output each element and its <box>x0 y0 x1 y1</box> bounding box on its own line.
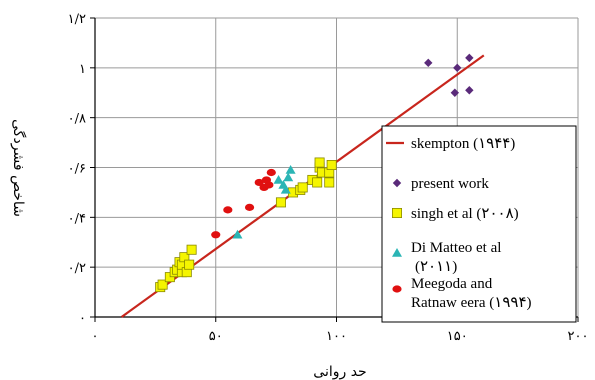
x-tick-label-2: ۱۰۰ <box>326 329 347 344</box>
point-present-work-0 <box>424 58 433 68</box>
legend-label-meegoda-and: Meegoda and <box>411 276 493 292</box>
legend-label-di-matteo-et-al-line2: (۲۰۱۱) <box>415 259 457 275</box>
y-axis-label: شاخص فشردگی <box>10 119 27 217</box>
data-marks <box>120 53 485 318</box>
point-di-matteo-et-al-3 <box>280 184 291 194</box>
y-tick-label-5: ۱ <box>79 62 86 77</box>
legend-label-skempton: skempton (۱۹۴۴) <box>411 136 515 152</box>
point-di-matteo-et-al-5 <box>285 164 296 174</box>
point-present-work-4 <box>465 86 474 95</box>
point-singh-et-al-19 <box>314 157 325 168</box>
y-tick-label-1: ۰/۲ <box>68 261 86 276</box>
legend-label-di-matteo-et-al: Di Matteo et al <box>411 240 501 256</box>
point-singh-et-al-11 <box>186 244 197 255</box>
legend-key-present-work <box>392 178 402 188</box>
y-tick-label-4: ۰/۸ <box>68 112 86 127</box>
legend-box <box>381 125 577 323</box>
point-meegoda-and-7 <box>266 168 276 177</box>
point-di-matteo-et-al-0 <box>232 229 243 239</box>
point-singh-et-al-12 <box>275 197 286 208</box>
x-tick-label-1: ۵۰ <box>209 329 223 344</box>
y-tick-label-0: ۰ <box>79 311 86 326</box>
legend-label-present-work: present work <box>411 176 489 192</box>
point-meegoda-and-2 <box>244 203 255 211</box>
legend-key-meegoda-and <box>392 285 402 293</box>
point-singh-et-al-10 <box>184 259 195 270</box>
x-tick-label-4: ۲۰۰ <box>568 329 589 344</box>
point-meegoda-and-0 <box>211 231 221 239</box>
point-di-matteo-et-al-4 <box>283 172 294 182</box>
point-meegoda-and-1 <box>223 206 233 214</box>
point-meegoda-and-6 <box>264 181 274 189</box>
x-tick-labels: ۰ ۵۰ ۱۰۰ ۱۵۰ ۲۰۰ <box>92 329 589 344</box>
point-meegoda-and-3 <box>254 178 264 187</box>
point-singh-et-al-23 <box>326 160 337 171</box>
point-singh-et-al-1 <box>157 279 168 290</box>
legend-label-meegoda-and-line2: Ratnaw eera (۱۹۹۴) <box>411 295 532 311</box>
point-di-matteo-et-al-1 <box>273 174 284 184</box>
y-tick-label-6: ۱/۲ <box>68 12 86 27</box>
legend-key-di-matteo-et-al <box>392 248 402 257</box>
x-tick-label-0: ۰ <box>92 329 99 344</box>
point-singh-et-al-17 <box>312 177 323 188</box>
x-axis-label: حد روانی <box>313 364 366 380</box>
legend-key-singh-et-al <box>391 207 402 218</box>
point-present-work-2 <box>450 88 460 97</box>
y-tick-labels: ۰ ۰/۲ ۰/۴ ۰/۶ ۰/۸ ۱ ۱/۲ <box>68 12 86 326</box>
x-tick-label-3: ۱۵۰ <box>447 329 468 344</box>
y-tick-label-3: ۰/۶ <box>68 162 86 177</box>
legend-label-singh-et-al: singh et al (۲۰۰۸) <box>411 206 519 222</box>
legend: skempton (۱۹۴۴) present work singh et al (… <box>381 125 577 323</box>
point-present-work-1 <box>453 63 462 73</box>
y-tick-label-2: ۰/۴ <box>68 211 86 226</box>
point-singh-et-al-21 <box>324 177 335 188</box>
legend-items: skempton (۱۹۴۴) present work singh et al (… <box>386 136 532 311</box>
point-singh-et-al-15 <box>297 182 308 193</box>
point-present-work-3 <box>465 53 474 63</box>
